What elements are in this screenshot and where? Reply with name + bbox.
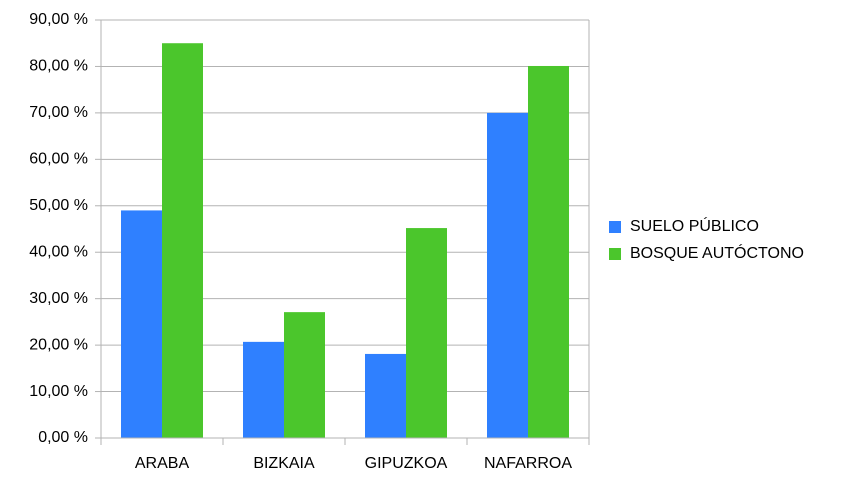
bar: [121, 210, 162, 438]
bar: [365, 353, 406, 438]
y-tick-label: 80,00 %: [29, 58, 88, 75]
bar: [243, 341, 284, 438]
bar: [487, 112, 528, 438]
y-tick-label: 10,00 %: [29, 383, 88, 400]
x-tick-label: ARABA: [135, 455, 190, 472]
legend-label: BOSQUE AUTÓCTONO: [630, 243, 804, 262]
x-tick-label: NAFARROA: [484, 455, 572, 472]
legend-label: SUELO PÚBLICO: [630, 216, 759, 235]
y-tick-label: 90,00 %: [29, 11, 88, 28]
y-tick-label: 0,00 %: [38, 429, 88, 446]
legend-swatch: [609, 248, 621, 260]
y-tick-label: 30,00 %: [29, 290, 88, 307]
y-tick-label: 40,00 %: [29, 243, 88, 260]
x-tick-label: BIZKAIA: [253, 455, 315, 472]
bar: [406, 228, 447, 438]
x-tick-label: GIPUZKOA: [365, 455, 448, 472]
y-tick-label: 70,00 %: [29, 104, 88, 121]
bar: [284, 312, 325, 438]
y-tick-label: 60,00 %: [29, 151, 88, 168]
y-tick-label: 20,00 %: [29, 336, 88, 353]
bar: [528, 65, 569, 438]
bar: [162, 43, 203, 438]
legend-swatch: [609, 221, 621, 233]
y-tick-label: 50,00 %: [29, 197, 88, 214]
